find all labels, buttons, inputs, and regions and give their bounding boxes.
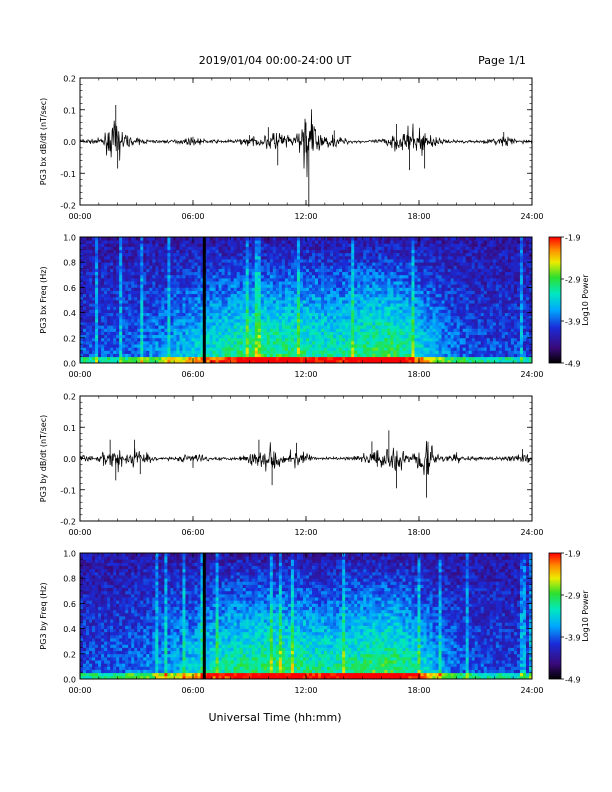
y-axis-label: PG3 by dB/dt (nT/sec) <box>39 415 48 502</box>
colorbar-label: Log10 Power <box>581 274 590 326</box>
x-tick-label: 00:00 <box>68 528 91 537</box>
y-tick-label: 0.0 <box>63 138 76 147</box>
y-tick-label: 0.1 <box>63 424 76 433</box>
colorbar-tick-label: -2.9 <box>565 592 581 601</box>
x-tick-label: 24:00 <box>520 212 543 221</box>
x-tick-label: 24:00 <box>520 686 543 695</box>
colorbar-tick-label: -1.9 <box>565 234 581 243</box>
y-tick-label: 0.6 <box>63 284 76 293</box>
y-tick-label: 0.2 <box>63 393 76 402</box>
x-tick-label: 06:00 <box>181 686 204 695</box>
y-tick-label: -0.2 <box>60 518 76 527</box>
x-tick-label: 00:00 <box>68 212 91 221</box>
colorbar-tick-label: -4.9 <box>565 676 581 685</box>
y-tick-label: 1.0 <box>63 550 76 559</box>
colorbar-tick-label: -2.9 <box>565 276 581 285</box>
panel-3: 0.2 0.1 0.0 -0.1 -0.200:00 06:00 12:00 18:00 24:… <box>39 393 544 538</box>
x-tick-label: 06:00 <box>181 212 204 221</box>
y-axis-label: PG3 bx dB/dt (nT/sec) <box>39 98 48 185</box>
colorbar-label: Log10 Power <box>581 590 590 642</box>
colorbar-tick-label: -3.9 <box>565 318 581 327</box>
y-tick-label: 0.6 <box>63 600 76 609</box>
x-tick-label: 18:00 <box>407 370 430 379</box>
x-tick-label: 12:00 <box>294 528 317 537</box>
y-tick-label: 0.2 <box>63 650 76 659</box>
x-tick-label: 12:00 <box>294 686 317 695</box>
colorbar <box>548 236 562 364</box>
page-number: Page 1/1 <box>478 54 526 67</box>
x-tick-label: 06:00 <box>181 370 204 379</box>
x-tick-label: 00:00 <box>68 370 91 379</box>
spectrogram-cells <box>80 553 533 680</box>
y-tick-label: 0.0 <box>63 360 76 369</box>
panel-2: -1.9 -2.9 -3.9 -4.9 Log10 Power 1.0 0.8 0.6 0.4 0… <box>39 234 590 380</box>
panel-4: -1.9 -2.9 -3.9 -4.9 Log10 Power 1.0 0.8 0.6 0.4 0… <box>39 550 590 696</box>
panel-1: 0.2 0.1 0.0 -0.1 -0.200:00 06:00 12:00 18:00 24:… <box>39 75 544 222</box>
x-tick-label: 24:00 <box>520 528 543 537</box>
x-tick-label: 18:00 <box>407 528 430 537</box>
y-tick-label: 0.0 <box>63 676 76 685</box>
y-tick-label: -0.2 <box>60 202 76 211</box>
y-axis-label: PG3 bx Freq (Hz) <box>39 266 48 333</box>
waveform-trace <box>79 109 533 178</box>
y-tick-label: 0.8 <box>63 575 76 584</box>
y-tick-label: 0.4 <box>63 309 76 318</box>
x-tick-label: 24:00 <box>520 370 543 379</box>
x-tick-label: 06:00 <box>181 528 204 537</box>
y-tick-label: -0.1 <box>60 486 76 495</box>
x-tick-label: 12:00 <box>294 370 317 379</box>
x-tick-label: 00:00 <box>68 686 91 695</box>
y-tick-label: 0.0 <box>63 455 76 464</box>
colorbar-tick-label: -4.9 <box>565 360 581 369</box>
x-tick-label: 18:00 <box>407 686 430 695</box>
colorbar <box>548 552 562 680</box>
y-tick-label: 0.1 <box>63 106 76 115</box>
y-tick-label: 0.8 <box>63 259 76 268</box>
x-tick-label: 18:00 <box>407 212 430 221</box>
y-tick-label: 0.4 <box>63 625 76 634</box>
x-axis-label: Universal Time (hh:mm) <box>209 711 342 724</box>
colorbar-tick-label: -3.9 <box>565 634 581 643</box>
y-tick-label: 0.2 <box>63 75 76 84</box>
y-tick-label: 0.2 <box>63 334 76 343</box>
colorbar-tick-label: -1.9 <box>565 550 581 559</box>
y-tick-label: 1.0 <box>63 234 76 243</box>
y-axis-label: PG3 by Freq (Hz) <box>39 582 48 649</box>
y-tick-label: -0.1 <box>60 170 76 179</box>
spectrogram-cells <box>80 237 533 364</box>
date-range-title: 2019/01/04 00:00-24:00 UT <box>199 54 352 67</box>
x-tick-label: 12:00 <box>294 212 317 221</box>
